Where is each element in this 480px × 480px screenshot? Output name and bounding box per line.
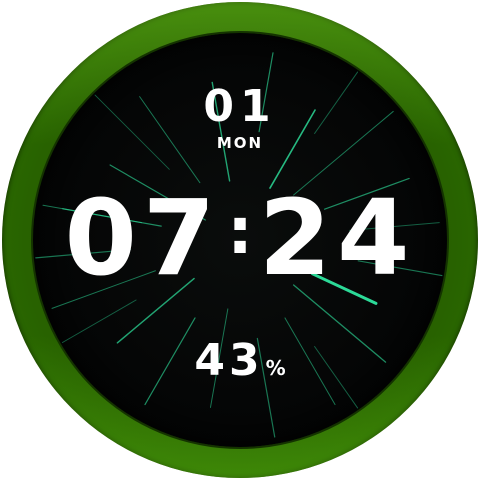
date-day-number: 01 (203, 81, 277, 132)
ray-lines (35, 52, 443, 438)
time-hours: 07 (64, 177, 222, 299)
ray-line (269, 109, 316, 189)
ray-line (209, 308, 229, 408)
ray-line (94, 94, 170, 170)
radial-rays-decoration (35, 52, 443, 438)
ray-line (35, 248, 132, 259)
ray-line (314, 345, 359, 409)
battery-percentage-unit: % (265, 356, 286, 380)
ray-line (293, 110, 394, 196)
ray-line (61, 299, 137, 343)
ray-line (109, 164, 206, 221)
ray-line (292, 284, 387, 363)
ray-line (357, 260, 443, 277)
ray-line (211, 81, 231, 182)
ray-line (323, 177, 410, 210)
watch-face[interactable]: 01 MON 07 : 24 43 % (33, 33, 447, 447)
ray-line (311, 272, 378, 305)
ray-line (139, 96, 201, 184)
ray-line (51, 270, 156, 309)
date-weekday: MON (216, 134, 264, 152)
ray-line (258, 52, 274, 133)
ray-line (314, 71, 359, 135)
time-minutes: 24 (258, 177, 416, 299)
battery-indicator: 43 % (33, 335, 447, 387)
ray-line (349, 222, 440, 231)
ray-line (256, 337, 276, 438)
ray-line (62, 208, 162, 227)
time-display: 07 : 24 (33, 183, 447, 293)
time-separator: : (227, 195, 253, 269)
ray-line (284, 317, 336, 406)
ray-line (116, 277, 195, 344)
battery-percentage-value: 43 (194, 335, 264, 386)
ray-line (144, 317, 196, 406)
